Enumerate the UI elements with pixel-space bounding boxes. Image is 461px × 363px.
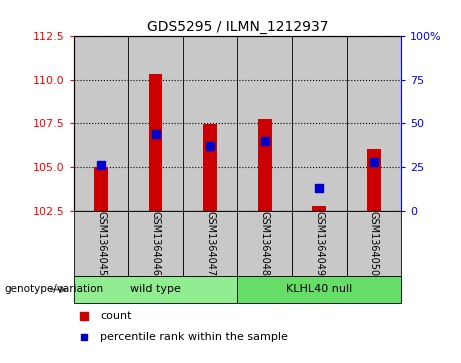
Bar xyxy=(347,36,401,211)
Bar xyxy=(258,119,272,211)
Point xyxy=(370,159,378,165)
Text: count: count xyxy=(100,311,131,321)
Point xyxy=(207,143,214,149)
Point xyxy=(97,162,105,168)
FancyBboxPatch shape xyxy=(183,211,237,276)
FancyBboxPatch shape xyxy=(237,276,401,303)
Text: GSM1364046: GSM1364046 xyxy=(151,211,160,276)
Bar xyxy=(128,36,183,211)
Text: KLHL40 null: KLHL40 null xyxy=(286,285,352,294)
Bar xyxy=(237,36,292,211)
FancyBboxPatch shape xyxy=(74,276,237,303)
FancyBboxPatch shape xyxy=(74,211,128,276)
Point xyxy=(80,313,87,319)
Bar xyxy=(183,36,237,211)
FancyBboxPatch shape xyxy=(347,211,401,276)
Point xyxy=(152,131,159,137)
Bar xyxy=(203,124,217,211)
Title: GDS5295 / ILMN_1212937: GDS5295 / ILMN_1212937 xyxy=(147,20,328,34)
Point xyxy=(80,334,87,340)
Bar xyxy=(292,36,347,211)
Bar xyxy=(74,36,128,211)
Bar xyxy=(367,149,381,211)
FancyBboxPatch shape xyxy=(292,211,347,276)
Point xyxy=(315,185,323,191)
Text: wild type: wild type xyxy=(130,285,181,294)
Bar xyxy=(149,74,162,211)
Text: percentile rank within the sample: percentile rank within the sample xyxy=(100,332,288,342)
FancyBboxPatch shape xyxy=(237,211,292,276)
FancyBboxPatch shape xyxy=(128,211,183,276)
Text: GSM1364045: GSM1364045 xyxy=(96,211,106,276)
Text: GSM1364049: GSM1364049 xyxy=(314,211,324,276)
Text: GSM1364048: GSM1364048 xyxy=(260,211,270,276)
Text: GSM1364050: GSM1364050 xyxy=(369,211,379,276)
Text: genotype/variation: genotype/variation xyxy=(5,285,104,294)
Bar xyxy=(313,206,326,211)
Point xyxy=(261,138,268,144)
Bar xyxy=(94,167,108,211)
Text: GSM1364047: GSM1364047 xyxy=(205,211,215,276)
